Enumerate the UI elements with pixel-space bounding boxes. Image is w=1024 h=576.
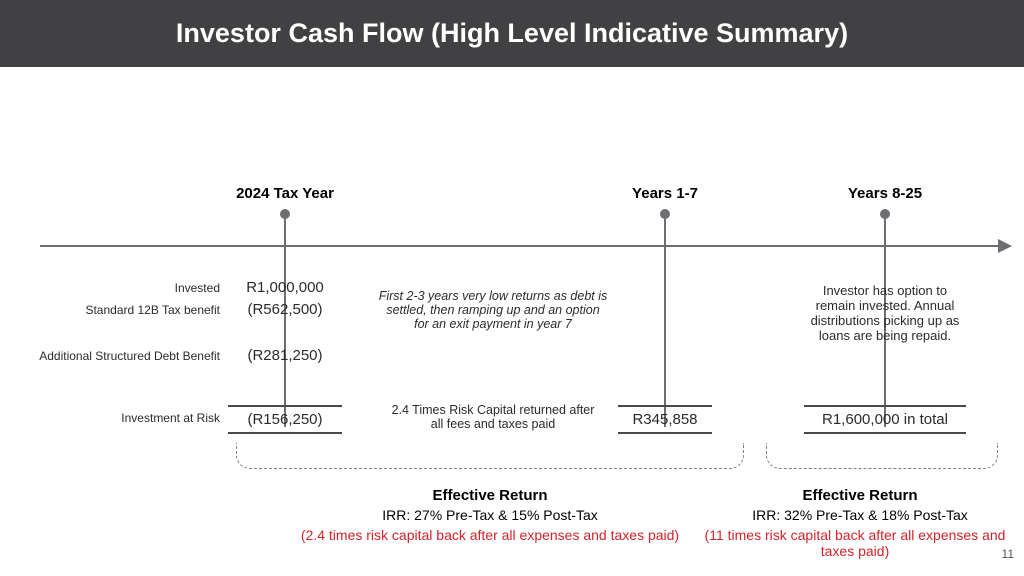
- page-title: Investor Cash Flow (High Level Indicativ…: [176, 18, 848, 48]
- diagram-area: 2024 Tax Year Years 1-7 Years 8-25 Inves…: [0, 67, 1024, 567]
- narr-y17-mid: 2.4 Times Risk Capital returned after al…: [388, 403, 598, 431]
- eff-right-title: Effective Return: [700, 487, 1020, 504]
- label-invested: Invested: [30, 281, 220, 295]
- col-head-2024: 2024 Tax Year: [215, 185, 355, 202]
- eff-right-irr: IRR: 32% Pre-Tax & 18% Post-Tax: [700, 507, 1020, 523]
- label-addl: Additional Structured Debt Benefit: [30, 349, 220, 363]
- eff-left-irr: IRR: 27% Pre-Tax & 15% Post-Tax: [300, 507, 680, 523]
- label-std12b: Standard 12B Tax benefit: [30, 303, 220, 317]
- eff-right-red: (11 times risk capital back after all ex…: [690, 527, 1020, 559]
- brace-left: [236, 443, 744, 469]
- narr-y17-top: First 2-3 years very low returns as debt…: [378, 289, 608, 331]
- val-y825-total: R1,600,000 in total: [804, 405, 966, 434]
- col-head-y825: Years 8-25: [825, 185, 945, 202]
- narr-y825-top: Investor has option to remain invested. …: [808, 283, 962, 343]
- val-invested: R1,000,000: [225, 279, 345, 296]
- val-std12b: (R562,500): [225, 301, 345, 318]
- timeline-arrow: [998, 239, 1012, 253]
- tick-2024: [284, 215, 286, 427]
- val-y17-total: R345,858: [618, 405, 712, 434]
- page-number: 11: [1002, 547, 1014, 561]
- timeline-axis: [40, 245, 1004, 247]
- page-header: Investor Cash Flow (High Level Indicativ…: [0, 0, 1024, 67]
- val-addl: (R281,250): [225, 347, 345, 364]
- tick-y17: [664, 215, 666, 427]
- eff-left-title: Effective Return: [300, 487, 680, 504]
- brace-right: [766, 443, 998, 469]
- label-atrisk: Investment at Risk: [30, 411, 220, 425]
- val-atrisk: (R156,250): [228, 405, 342, 434]
- col-head-y17: Years 1-7: [605, 185, 725, 202]
- eff-left-red: (2.4 times risk capital back after all e…: [300, 527, 680, 543]
